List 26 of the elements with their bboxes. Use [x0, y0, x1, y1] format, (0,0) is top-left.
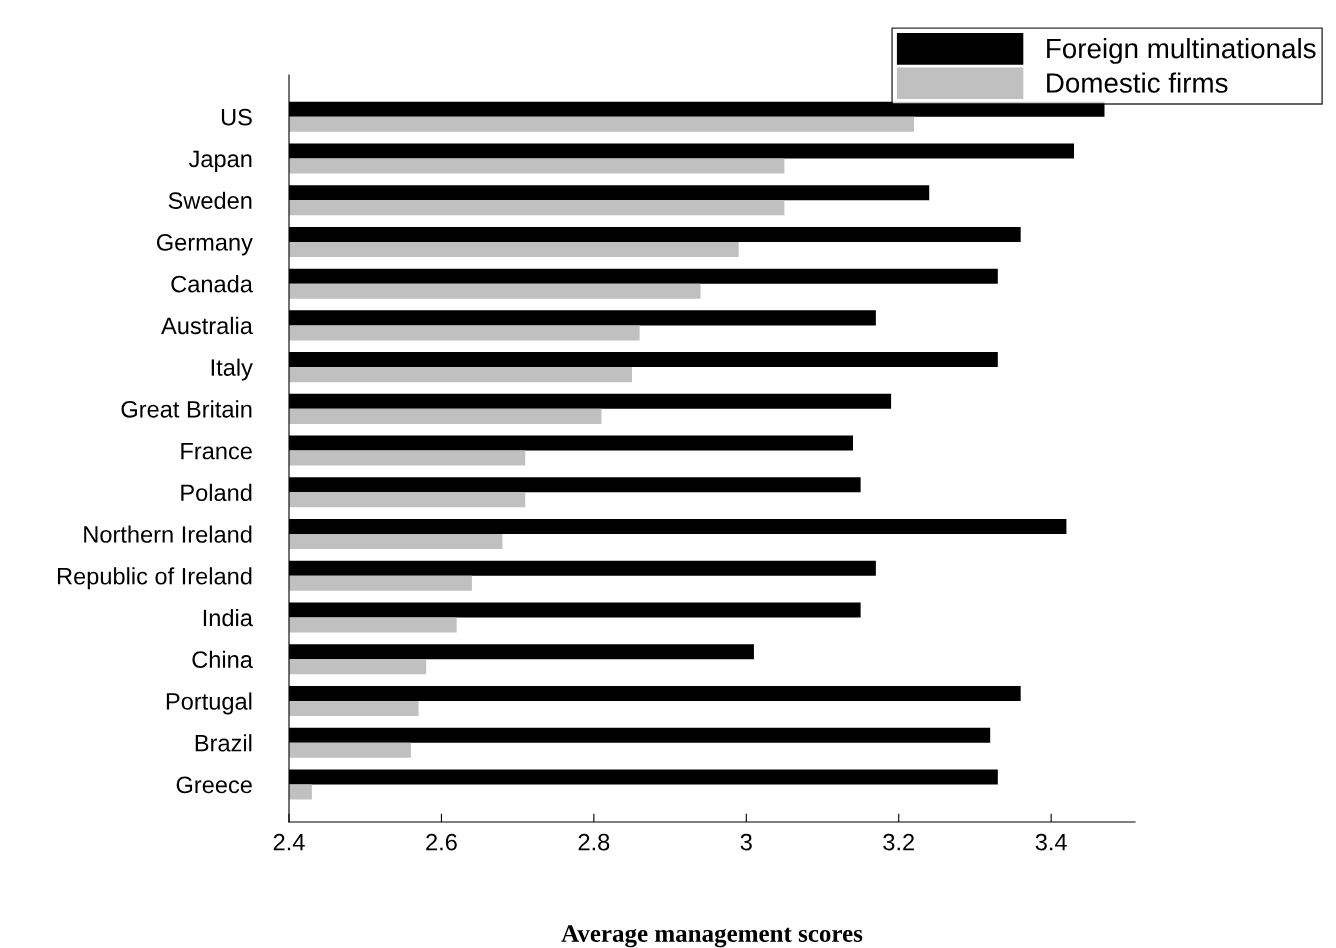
y-tick-label: Australia	[161, 316, 253, 335]
x-axis-title: Average management scores	[561, 925, 863, 948]
legend-label: Domestic firms	[1047, 72, 1228, 93]
x-tick-label: 2.4	[273, 833, 305, 851]
y-tick-label: Japan	[188, 150, 252, 172]
y-tick-label: Sweden	[168, 191, 252, 209]
x-tick-label: 3.4	[1035, 833, 1067, 851]
y-tick-label: Northern Ireland	[84, 525, 252, 543]
y-tick-label: Poland	[181, 483, 252, 502]
y-tick-label: France	[181, 442, 252, 460]
y-tick-label: Great Britain	[121, 400, 252, 418]
y-tick-label: Republic of Ireland	[57, 567, 252, 590]
y-tick-label: Canada	[171, 275, 253, 293]
y-tick-label: Brazil	[195, 734, 252, 752]
y-tick-label: Portugal	[166, 692, 252, 715]
x-tick-label: 3.2	[883, 833, 914, 851]
y-tick-label: China	[192, 650, 253, 669]
y-tick-label: US	[221, 108, 252, 126]
y-tick-label: Greece	[176, 776, 252, 794]
x-tick-label: 2.8	[578, 833, 610, 851]
legend-label: Foreign multinationals	[1047, 37, 1316, 64]
y-tick-label: Germany	[156, 234, 253, 256]
y-tick-label: Italy	[211, 358, 253, 381]
y-tick-label: India	[203, 608, 253, 627]
x-tick-label: 3	[740, 833, 752, 851]
x-tick-label: 2.6	[426, 833, 457, 851]
